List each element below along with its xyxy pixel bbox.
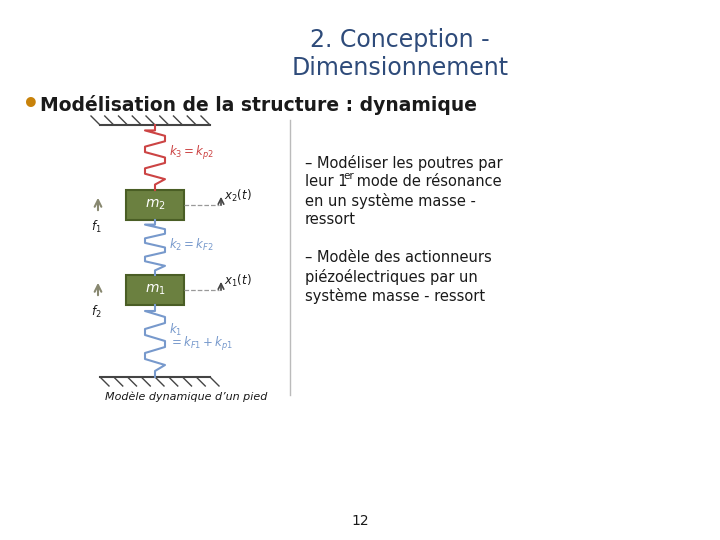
Text: système masse - ressort: système masse - ressort [305,288,485,304]
Text: $= k_{F1} + k_{p1}$: $= k_{F1} + k_{p1}$ [169,335,233,353]
Text: piézoélectriques par un: piézoélectriques par un [305,269,478,285]
Text: $f_2$: $f_2$ [91,304,102,320]
Text: – Modéliser les poutres par: – Modéliser les poutres par [305,155,503,171]
Text: $x_2(t)$: $x_2(t)$ [224,188,252,204]
Text: $f_1$: $f_1$ [91,219,102,235]
Bar [126,275,184,305]
Text: mode de résonance: mode de résonance [352,174,502,189]
Text: – Modèle des actionneurs: – Modèle des actionneurs [305,250,492,265]
Text: $k_2 = k_{F2}$: $k_2 = k_{F2}$ [169,237,214,253]
Text: $k_1$: $k_1$ [169,322,182,338]
Text: $m_2$: $m_2$ [145,198,166,212]
Text: er: er [343,171,354,181]
Text: $k_3 = k_{p2}$: $k_3 = k_{p2}$ [169,144,215,162]
Text: 2. Conception -: 2. Conception - [310,28,490,52]
Bar [126,190,184,220]
Text: Dimensionnement: Dimensionnement [292,56,508,80]
Text: leur 1: leur 1 [305,174,348,189]
Text: $m_1$: $m_1$ [145,283,166,297]
Text: en un système masse -: en un système masse - [305,193,476,209]
Text: Modèle dynamique d’un pied: Modèle dynamique d’un pied [105,392,267,402]
Text: •: • [22,91,40,119]
Text: $x_1(t)$: $x_1(t)$ [224,273,252,289]
Text: ressort: ressort [305,212,356,227]
Text: Modélisation de la structure : dynamique: Modélisation de la structure : dynamique [40,95,477,115]
Text: 12: 12 [351,514,369,528]
